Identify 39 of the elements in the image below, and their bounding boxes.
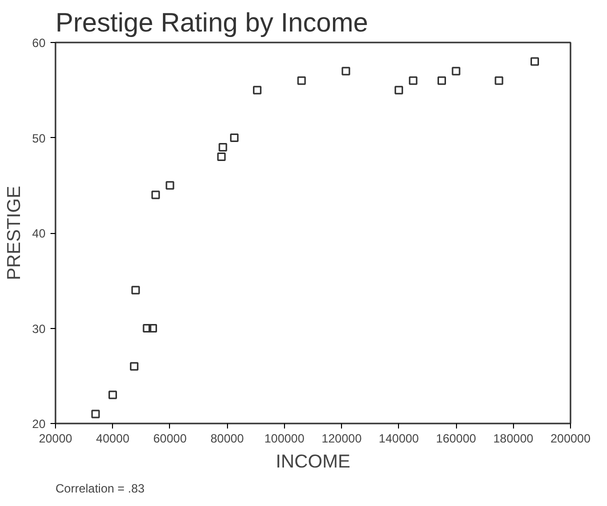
point <box>218 143 228 152</box>
point <box>131 286 140 294</box>
y-tick-label: 60 <box>32 36 46 50</box>
x-tick-label: 80000 <box>210 432 244 446</box>
point <box>494 76 504 85</box>
point <box>166 181 174 190</box>
chart-title: Prestige Rating by Income <box>56 8 368 38</box>
x-tick-label: 180000 <box>493 432 534 446</box>
point <box>148 324 158 332</box>
point <box>91 410 100 418</box>
y-tick-label: 30 <box>32 322 46 336</box>
x-tick-label: 140000 <box>378 432 420 446</box>
x-tick-label: 40000 <box>96 432 130 446</box>
point <box>438 76 446 85</box>
point <box>530 57 539 66</box>
point <box>408 76 418 85</box>
point <box>142 324 152 332</box>
point <box>108 390 117 400</box>
point <box>297 76 306 85</box>
x-tick-label: 200000 <box>550 432 591 446</box>
point <box>130 362 138 371</box>
y-axis-title: PRESTIGE <box>3 186 24 280</box>
x-tick-label: 160000 <box>436 432 476 446</box>
x-tick-label: 100000 <box>264 432 305 446</box>
x-tick-label: 120000 <box>322 432 362 446</box>
point <box>452 66 460 76</box>
text: Correlation = .83 <box>56 482 145 496</box>
point <box>252 86 262 94</box>
x-tick-label: 20000 <box>38 432 73 446</box>
point <box>394 86 404 94</box>
point <box>217 152 226 162</box>
point <box>230 134 239 142</box>
x-tick-label: 60000 <box>153 432 187 446</box>
x-axis-title: INCOME <box>276 450 350 472</box>
y-tick-label: 20 <box>32 417 46 431</box>
point <box>342 66 350 76</box>
point <box>151 190 160 200</box>
y-tick-label: 50 <box>32 131 46 146</box>
y-tick-label: 40 <box>32 226 46 240</box>
